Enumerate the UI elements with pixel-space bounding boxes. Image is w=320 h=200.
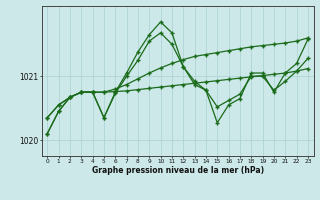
X-axis label: Graphe pression niveau de la mer (hPa): Graphe pression niveau de la mer (hPa): [92, 166, 264, 175]
